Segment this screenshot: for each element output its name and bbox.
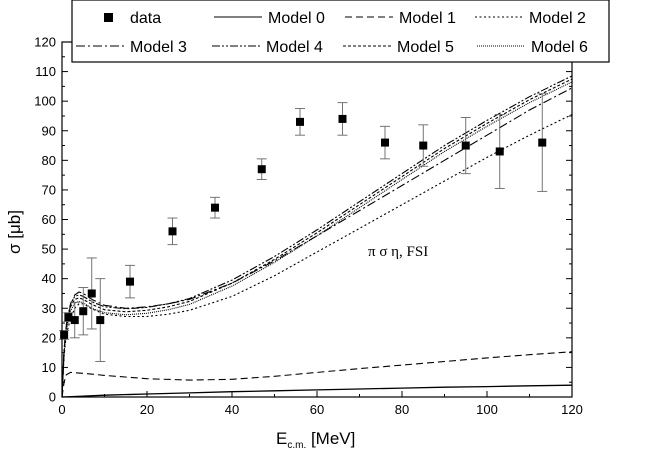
legend-label: Model 1 — [399, 10, 456, 27]
data-point — [538, 138, 547, 147]
data-point — [87, 289, 96, 298]
data-point — [168, 227, 177, 236]
x-axis-title-main: E — [276, 429, 287, 448]
x-tick-label: 80 — [395, 402, 409, 417]
y-tick-label: 30 — [42, 301, 56, 316]
y-tick-label: 80 — [42, 153, 56, 168]
y-tick-label: 120 — [34, 35, 56, 50]
annotation-label: π σ η, FSI — [368, 244, 428, 260]
legend: data Model 0 Model 1 Model 2 Model 3 Model 4 M… — [71, 0, 610, 63]
y-tick-label: 10 — [42, 360, 56, 375]
x-axis-title-unit: [MeV] — [306, 429, 355, 448]
data-point — [64, 313, 73, 322]
y-tick-label: 50 — [42, 242, 56, 257]
x-tick-label: 0 — [58, 402, 65, 417]
legend-label: Model 4 — [266, 39, 323, 56]
data-point — [60, 330, 69, 339]
y-tick-label: 100 — [34, 94, 56, 109]
data-point — [96, 316, 105, 325]
y-tick-label: 90 — [42, 123, 56, 138]
y-tick-label: 70 — [42, 182, 56, 197]
data-point — [338, 114, 347, 123]
x-tick-label: 40 — [225, 402, 239, 417]
y-tick-label: 40 — [42, 271, 56, 286]
model-curves — [61, 75, 573, 398]
legend-marker-data — [104, 13, 113, 22]
plot-frame — [61, 41, 573, 398]
x-tick-label: 60 — [310, 402, 324, 417]
data-point — [126, 277, 134, 286]
x-tick-label: 120 — [561, 402, 583, 417]
series-line-model-2 — [61, 114, 573, 398]
legend-label: Model 0 — [268, 10, 325, 27]
data-point — [381, 138, 389, 147]
x-axis-title: Ec.m. [MeV] — [276, 429, 355, 451]
legend-label: Model 6 — [531, 39, 588, 56]
legend-label: Model 3 — [130, 39, 187, 56]
series-line-model-3 — [61, 87, 573, 398]
x-tick-label: 20 — [140, 402, 154, 417]
series-line-model-6 — [61, 81, 573, 398]
series-line-model-1 — [61, 351, 573, 398]
legend-label: Model 2 — [529, 10, 586, 27]
data-points — [59, 93, 548, 362]
tick-labels: 0 20 40 60 80 100 120 0 10 20 30 40 50 60 70 80 90 100 110… — [34, 35, 583, 418]
legend-label: Model 5 — [397, 39, 454, 56]
y-tick-label: 20 — [42, 330, 56, 345]
series-line-model-5 — [61, 78, 573, 398]
data-point — [79, 307, 88, 316]
axes — [61, 41, 573, 398]
data-point — [70, 316, 79, 325]
y-axis-title: σ [μb] — [5, 210, 24, 254]
x-axis-title-subscript: c.m. — [287, 440, 306, 451]
y-tick-label: 110 — [35, 64, 56, 79]
data-point — [296, 117, 304, 126]
data-point — [211, 203, 219, 212]
y-tick-label: 60 — [42, 212, 56, 227]
x-tick-label: 100 — [476, 402, 498, 417]
data-point — [461, 141, 470, 150]
legend-label: data — [130, 10, 161, 27]
series-line-model-4 — [61, 75, 573, 398]
y-tick-label: 0 — [49, 390, 56, 405]
series-line-model-0 — [61, 384, 573, 398]
legend-box — [71, 0, 610, 63]
data-point — [257, 165, 266, 174]
data-point — [419, 141, 428, 150]
data-point — [495, 147, 504, 156]
